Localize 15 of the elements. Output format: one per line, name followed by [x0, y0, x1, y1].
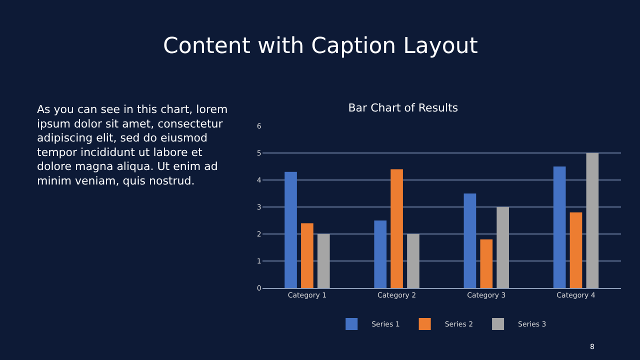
bar	[496, 207, 509, 288]
bar	[464, 194, 476, 288]
bar	[570, 212, 582, 288]
bar	[390, 169, 403, 288]
text: As you can see in this chart, lorem ipsum dolor sit amet, consectetur adipiscing elit, sed do eiusmod tempor incididunt ut labore et dolore magna aliqua. Ut enim ad minim veniam, quis nostrud.	[37, 103, 228, 188]
bar	[586, 153, 599, 288]
bar	[553, 166, 566, 288]
text: Content with Caption Layout	[163, 34, 478, 59]
chart-title: Bar Chart of Results	[348, 102, 458, 115]
bar	[407, 234, 420, 288]
bar	[317, 234, 330, 288]
bar	[301, 223, 314, 288]
bar	[480, 239, 493, 288]
bar	[374, 220, 387, 288]
bar	[284, 172, 297, 288]
